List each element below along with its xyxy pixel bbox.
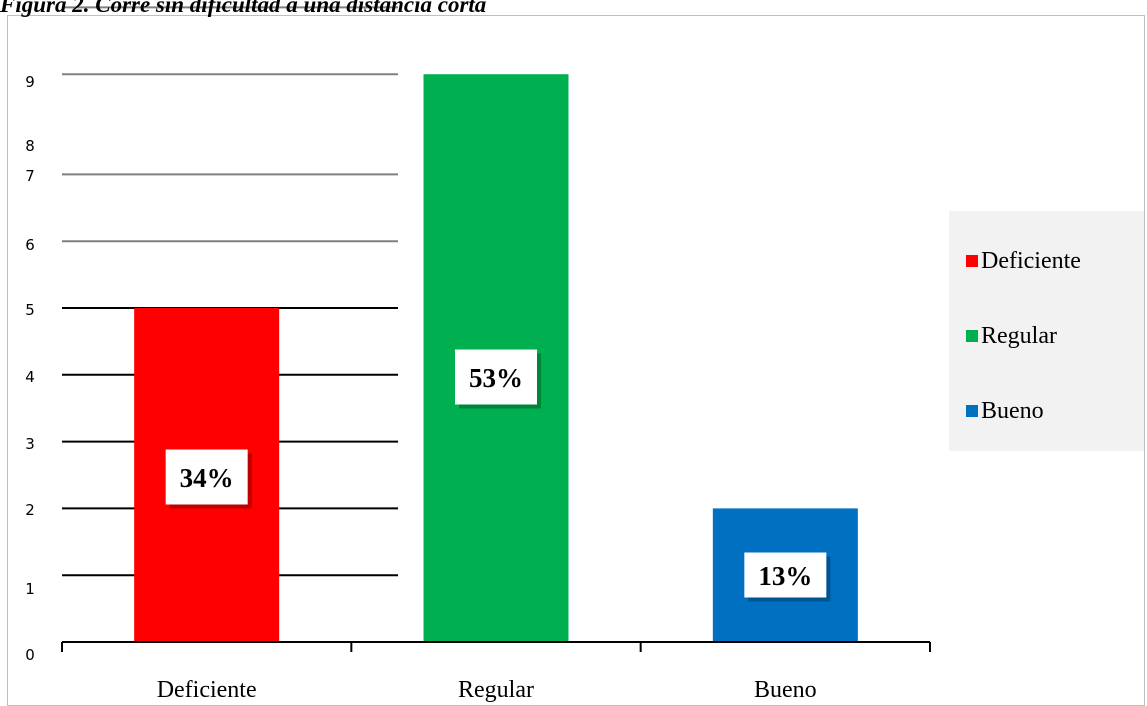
y-tick-label: 6 [25, 236, 35, 254]
y-tick-label: 7 [25, 167, 35, 185]
x-category-label: Deficiente [157, 677, 257, 703]
data-label: 53% [469, 363, 523, 393]
legend-item-bueno: Bueno [966, 396, 1044, 426]
y-tick-label: 5 [25, 301, 35, 319]
y-tick-label: 4 [25, 368, 35, 386]
legend-swatch-regular [966, 330, 978, 342]
legend-item-deficiente: Deficiente [966, 246, 1081, 276]
data-label-box [455, 349, 537, 405]
y-tick-label: 2 [25, 501, 35, 519]
legend-swatch-deficiente [966, 255, 978, 267]
legend-item-regular: Regular [966, 321, 1057, 351]
y-tick-label: 9 [25, 73, 35, 91]
data-label-box [744, 552, 827, 598]
legend-swatch-bueno [966, 405, 978, 417]
data-label-box [165, 449, 248, 505]
chart-title: Figura 2. Corre sin dificultad a una dis… [0, 0, 487, 17]
x-category-label: Regular [458, 677, 534, 703]
y-tick-label: 1 [25, 580, 35, 598]
y-tick-label: 3 [25, 435, 35, 453]
x-category-label: Bueno [754, 677, 817, 703]
legend-label-deficiente: Deficiente [981, 247, 1081, 274]
legend: Deficiente Regular Bueno [949, 211, 1144, 451]
legend-label-bueno: Bueno [981, 397, 1044, 424]
y-tick-label: 8 [25, 137, 35, 155]
data-label: 13% [758, 561, 812, 591]
data-label: 34% [180, 463, 234, 493]
y-tick-label: 0 [25, 646, 35, 664]
legend-label-regular: Regular [981, 322, 1057, 349]
